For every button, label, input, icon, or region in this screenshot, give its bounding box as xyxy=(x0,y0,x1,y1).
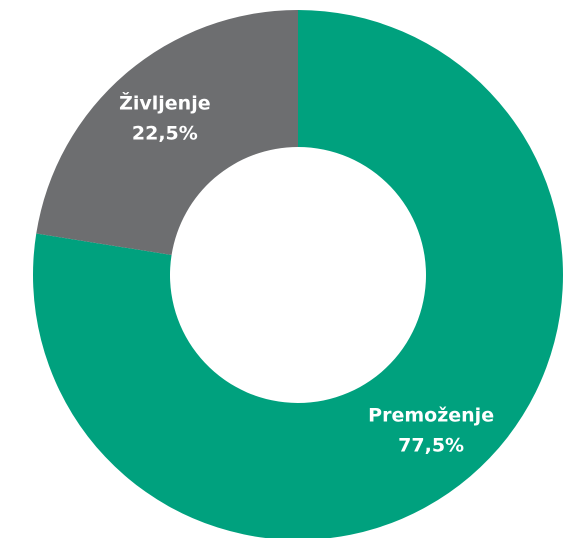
donut-slice xyxy=(36,10,299,255)
slice-label: Premoženje xyxy=(368,404,494,426)
donut-slice xyxy=(33,10,563,538)
slice-value-label: 77,5% xyxy=(398,434,464,456)
slice-value-label: 22,5% xyxy=(132,123,198,145)
slice-label: Življenje xyxy=(119,92,211,115)
